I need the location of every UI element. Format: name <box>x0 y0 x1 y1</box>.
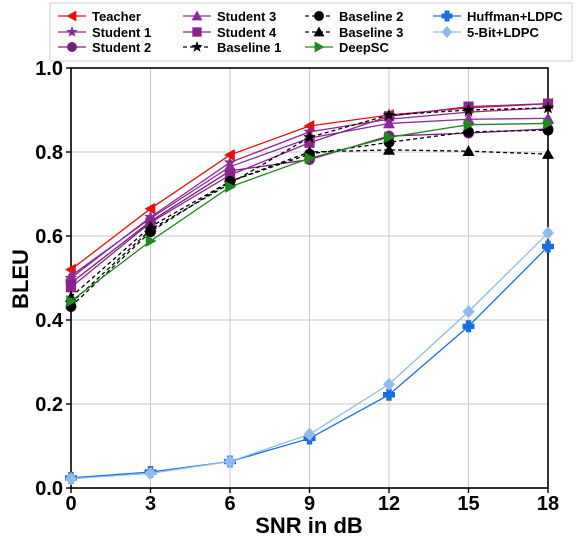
data-point-teacher <box>65 263 76 276</box>
y-tick-label: 1.0 <box>35 58 63 80</box>
data-point-baseline-1 <box>541 101 555 114</box>
legend-label: Huffman+LDPC <box>467 9 563 24</box>
legend-marker <box>191 40 203 52</box>
y-tick-label: 0.4 <box>35 310 64 332</box>
legend-item-5-bit-ldpc: 5-Bit+LDPC <box>433 25 539 40</box>
legend-label: Baseline 2 <box>339 9 403 24</box>
y-tick-label: 0.2 <box>35 394 63 416</box>
series-layer <box>64 97 555 486</box>
data-point-baseline-3 <box>462 145 475 156</box>
data-point-deepsc <box>145 235 157 248</box>
legend-label: Baseline 1 <box>217 40 281 55</box>
legend-marker <box>441 10 453 22</box>
data-point-student-3 <box>65 269 77 281</box>
data-point-baseline-1 <box>303 130 316 143</box>
series-5-bit-ldpc <box>65 226 554 486</box>
x-tick-label: 9 <box>304 493 315 515</box>
data-point-huffman-ldpc <box>542 240 554 253</box>
data-point-teacher <box>144 202 156 215</box>
tick-labels: 0 3 6 9 12 15 18 0.0 0.2 0.4 0.6 0.8 1.0 <box>35 58 559 515</box>
legend-item-student-1: Student 1 <box>58 25 151 40</box>
legend-item-baseline-3: Baseline 3 <box>305 25 403 40</box>
legend-marker <box>66 10 77 22</box>
data-point-5-bit-ldpc <box>462 305 475 319</box>
x-tick-label: 15 <box>457 493 479 515</box>
data-point-baseline-3 <box>383 143 395 155</box>
legend-label: 5-Bit+LDPC <box>467 25 539 40</box>
legend-label: Student 2 <box>92 40 151 55</box>
data-point-baseline-1 <box>462 103 475 116</box>
x-axis-label: SNR in dB <box>255 513 363 538</box>
data-point-student-4 <box>304 137 315 148</box>
data-point-deepsc <box>543 117 554 130</box>
data-point-teacher <box>224 148 235 161</box>
legend-marker <box>66 25 78 37</box>
data-point-student-3 <box>224 160 236 172</box>
data-point-5-bit-ldpc <box>65 472 77 486</box>
legend-item-baseline-1: Baseline 1 <box>183 40 281 55</box>
legend-marker <box>67 42 77 52</box>
legend-marker <box>441 25 453 39</box>
data-point-baseline-3 <box>542 148 554 159</box>
legend-marker <box>313 26 325 37</box>
data-point-huffman-ldpc <box>462 320 475 333</box>
legend-marker <box>192 27 202 37</box>
legend-label: DeepSC <box>339 40 389 55</box>
legend-box <box>49 2 573 62</box>
x-tick-label: 0 <box>65 493 76 515</box>
legend-marker <box>191 10 203 21</box>
legend-item-teacher: Teacher <box>58 9 141 24</box>
data-point-deepsc <box>384 131 395 144</box>
data-point-deepsc <box>66 295 77 308</box>
x-tick-label: 12 <box>378 493 400 515</box>
y-tick-label: 0.8 <box>35 142 63 164</box>
data-point-5-bit-ldpc <box>144 466 157 480</box>
data-point-baseline-3 <box>144 220 157 232</box>
data-point-5-bit-ldpc <box>383 377 395 391</box>
data-point-teacher <box>303 119 315 132</box>
x-tick-label: 6 <box>224 493 235 515</box>
legend-marker <box>314 11 324 21</box>
x-tick-label: 3 <box>145 493 156 515</box>
y-tick-label: 0.6 <box>35 226 63 248</box>
data-point-student-4 <box>224 170 236 181</box>
data-point-deepsc <box>225 180 236 193</box>
legend-item-deepsc: DeepSC <box>305 40 389 55</box>
legend-label: Baseline 3 <box>339 25 403 40</box>
data-point-huffman-ldpc <box>383 388 395 401</box>
legend-item-student-3: Student 3 <box>183 9 276 24</box>
data-point-deepsc <box>304 152 316 165</box>
data-point-deepsc <box>463 118 475 131</box>
legend-label: Student 3 <box>217 9 276 24</box>
legend-item-huffman-ldpc: Huffman+LDPC <box>433 9 563 24</box>
data-point-5-bit-ldpc <box>224 454 236 469</box>
y-axis-label: BLEU <box>8 249 33 309</box>
x-tick-label: 18 <box>537 493 559 515</box>
y-tick-label: 0.0 <box>35 478 63 500</box>
legend-item-student-2: Student 2 <box>58 40 151 55</box>
data-point-5-bit-ldpc <box>542 226 554 240</box>
legend-item-baseline-2: Baseline 2 <box>305 9 403 24</box>
data-point-student-3 <box>383 117 395 129</box>
legend-label: Teacher <box>92 9 141 24</box>
series-deepsc <box>66 117 554 308</box>
legend-label: Student 4 <box>217 25 277 40</box>
data-point-baseline-1 <box>382 108 396 121</box>
legend-label: Student 1 <box>92 25 151 40</box>
legend-marker <box>314 41 325 53</box>
data-point-student-4 <box>65 282 77 293</box>
data-point-5-bit-ldpc <box>303 427 316 441</box>
legend-item-student-4: Student 4 <box>183 25 277 40</box>
